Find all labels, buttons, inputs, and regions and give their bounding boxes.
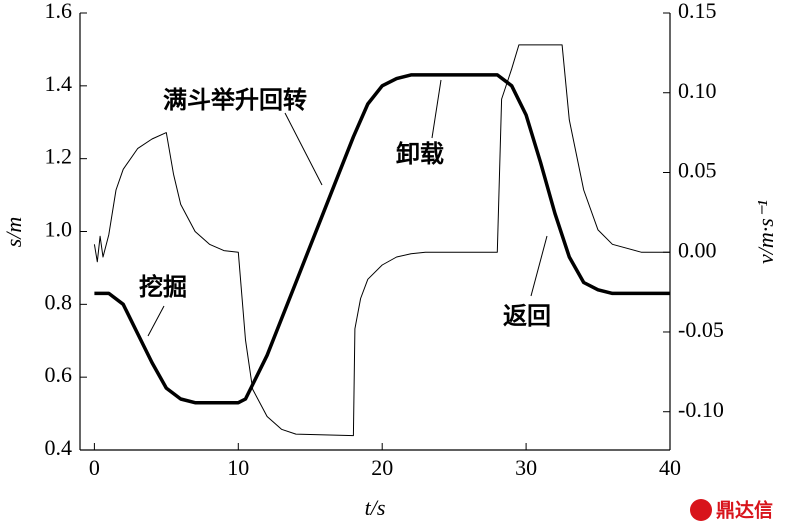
y-tick-label: 1.4 bbox=[45, 71, 73, 96]
y2-tick-label: -0.05 bbox=[678, 317, 724, 342]
y-tick-label: 1.0 bbox=[45, 217, 73, 242]
x-tick-label: 40 bbox=[659, 455, 681, 480]
y2-tick-label: 0.10 bbox=[678, 78, 717, 103]
y-tick-label: 0.6 bbox=[45, 362, 73, 387]
annotation: 挖掘 bbox=[139, 273, 187, 301]
y2-axis-label: v/m·s⁻¹ bbox=[753, 200, 778, 264]
y2-tick-label: 0.00 bbox=[678, 237, 717, 262]
leader-line bbox=[530, 235, 548, 297]
series-line bbox=[94, 73, 670, 405]
y-tick-label: 1.6 bbox=[45, 0, 73, 23]
y-axis-label: s/m bbox=[1, 217, 26, 248]
x-tick-label: 0 bbox=[89, 455, 100, 480]
series-line bbox=[93, 44, 670, 437]
y2-tick-label: 0.05 bbox=[678, 158, 717, 183]
leader-line bbox=[431, 79, 442, 139]
y-tick-label: 0.8 bbox=[45, 289, 73, 314]
watermark-logo bbox=[690, 499, 712, 521]
y-tick-label: 1.2 bbox=[45, 144, 73, 169]
watermark: 鼎达信 bbox=[716, 499, 773, 522]
y2-tick-label: 0.15 bbox=[678, 0, 717, 23]
y-tick-label: 0.4 bbox=[45, 435, 73, 460]
annotation: 返回 bbox=[503, 302, 551, 330]
x-axis-label: t/s bbox=[365, 495, 386, 520]
annotation: 卸载 bbox=[396, 140, 444, 168]
leader-line bbox=[284, 112, 323, 186]
y2-tick-label: -0.10 bbox=[678, 397, 724, 422]
x-tick-label: 20 bbox=[371, 455, 393, 480]
annotation: 满斗举升回转 bbox=[163, 86, 307, 114]
x-tick-label: 30 bbox=[515, 455, 537, 480]
x-tick-label: 10 bbox=[227, 455, 249, 480]
leader-line bbox=[147, 305, 165, 337]
